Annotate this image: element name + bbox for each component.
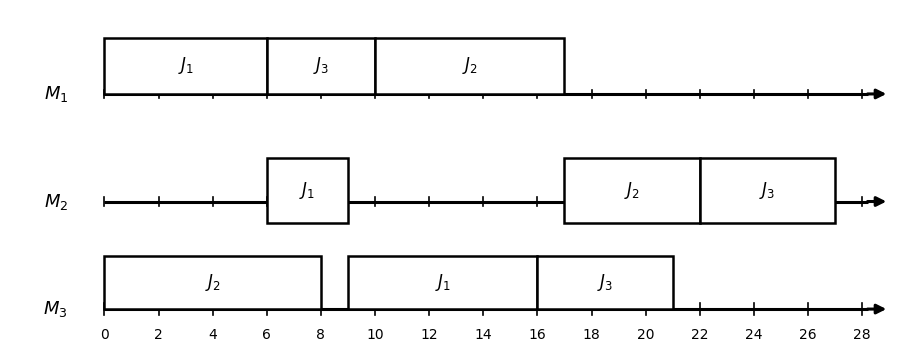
Text: 16: 16 [528,328,546,342]
Text: 26: 26 [799,328,816,342]
Text: $M_{2}$: $M_{2}$ [43,192,68,212]
Text: $M_{3}$: $M_{3}$ [43,299,68,319]
Text: $J_{3}$: $J_{3}$ [312,55,329,76]
Text: $M_{1}$: $M_{1}$ [43,84,68,104]
Bar [375,38,564,94]
Bar [267,38,375,94]
Bar [564,158,699,223]
Text: 14: 14 [474,328,492,342]
Text: $J_{1}$: $J_{1}$ [177,55,193,76]
Text: 0: 0 [100,328,108,342]
Text: 4: 4 [208,328,217,342]
Bar [699,158,834,223]
Text: $J_{2}$: $J_{2}$ [461,55,477,76]
Text: 28: 28 [852,328,870,342]
Text: $J_{1}$: $J_{1}$ [434,272,450,293]
Text: $J_{2}$: $J_{2}$ [205,272,221,293]
Text: $J_{3}$: $J_{3}$ [596,272,612,293]
Text: 6: 6 [262,328,271,342]
Bar [105,38,267,94]
Text: 2: 2 [154,328,163,342]
Bar [537,256,672,309]
Bar [105,256,321,309]
Text: 10: 10 [366,328,383,342]
Text: 12: 12 [420,328,437,342]
Bar [267,158,347,223]
Text: 22: 22 [690,328,708,342]
Bar [347,256,537,309]
Text: 24: 24 [744,328,762,342]
Text: 8: 8 [316,328,325,342]
Text: $J_{1}$: $J_{1}$ [299,180,315,201]
Text: 20: 20 [636,328,653,342]
Text: 18: 18 [582,328,600,342]
Text: $J_{3}$: $J_{3}$ [758,180,775,201]
Text: $J_{2}$: $J_{2}$ [623,180,640,201]
